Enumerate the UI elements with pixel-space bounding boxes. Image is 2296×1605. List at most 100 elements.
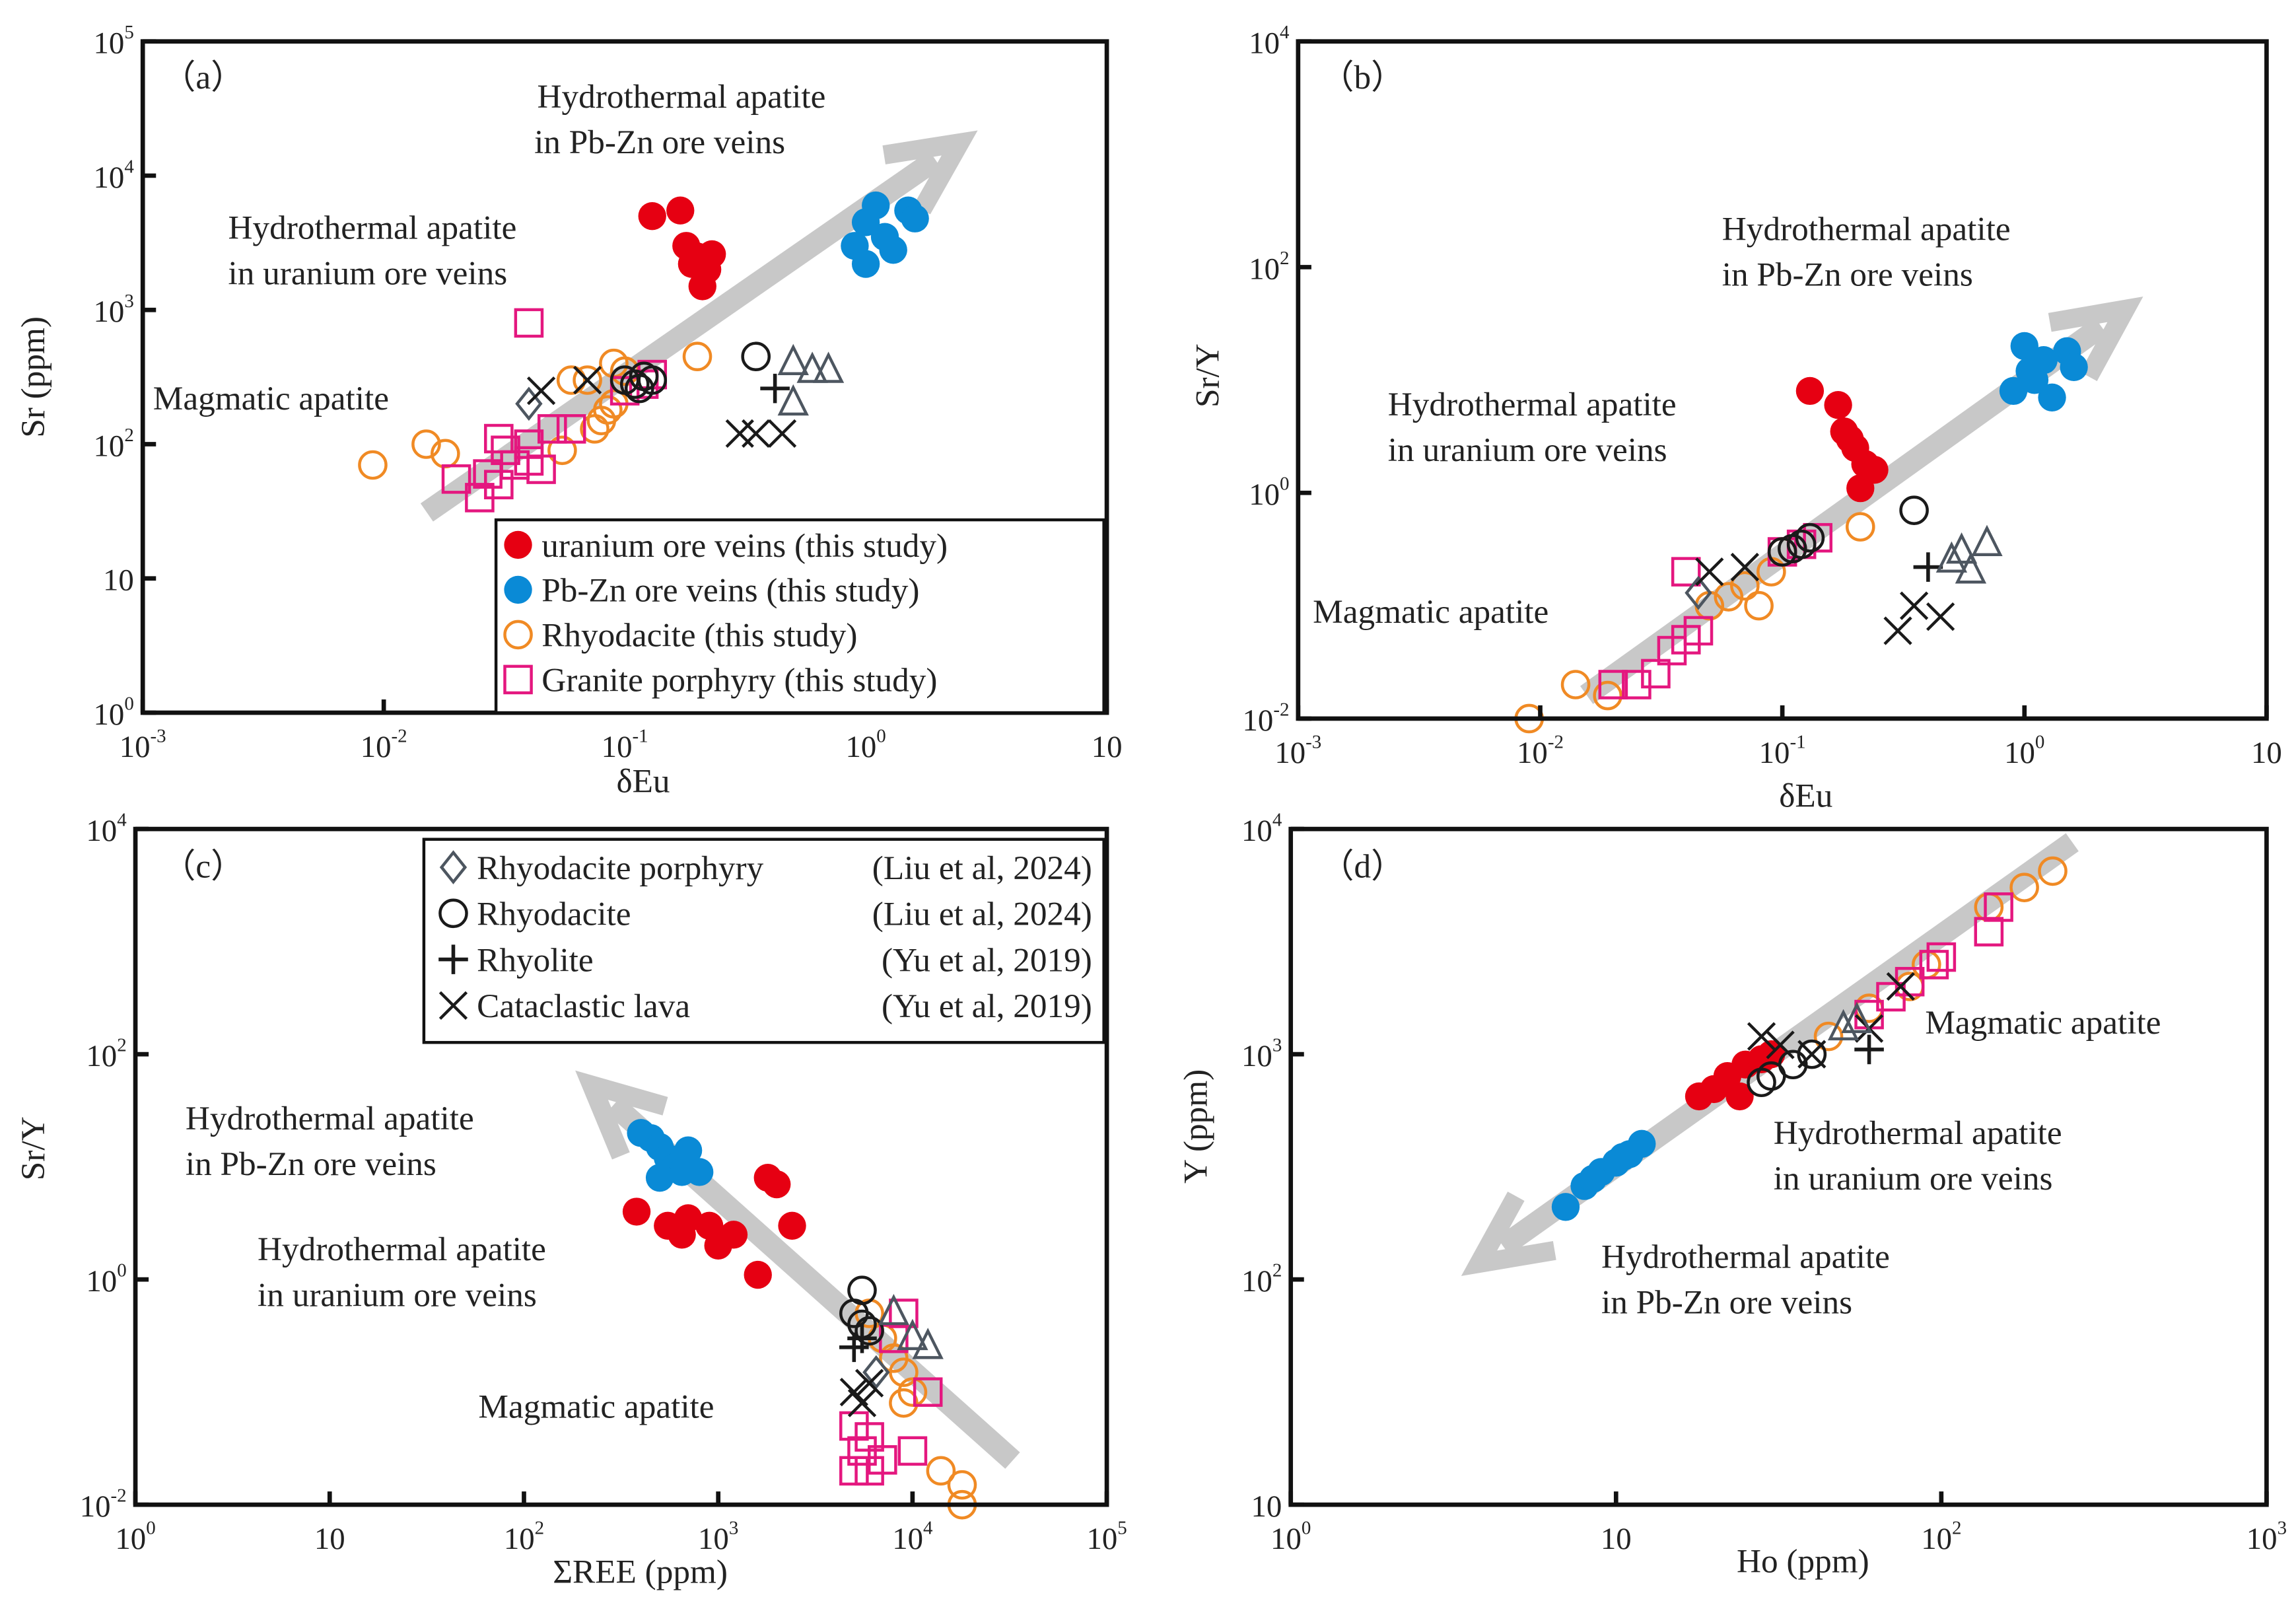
x-tick-label: 102	[504, 1518, 544, 1556]
y-tick-label: 100	[86, 1260, 126, 1299]
point-filled-circle	[638, 201, 666, 231]
y-axis-label: Sr (ppm)	[15, 316, 52, 438]
point-open-triangle	[777, 384, 809, 416]
x-tick-label: 10-1	[1759, 732, 1806, 770]
legend-source: (Liu et al, 2024)	[872, 849, 1092, 887]
point-plus	[760, 373, 790, 404]
panel-label: （b）	[1320, 59, 1405, 96]
point-open-circle	[1560, 670, 1591, 699]
point-open-triangle	[1935, 541, 1968, 573]
point-open-square	[889, 1299, 919, 1328]
point-open-circle	[1778, 1050, 1808, 1080]
legend-item: Rhyodacite (this study)	[503, 617, 857, 655]
point-open-circle	[889, 1388, 919, 1418]
point-cross	[1730, 552, 1759, 582]
point-open-square	[441, 464, 471, 494]
point-filled-circle	[674, 1204, 703, 1232]
point-open-circle	[1786, 529, 1817, 559]
point-plus	[1913, 552, 1943, 582]
series-pb-zn-ore-veins-this-study-	[627, 1119, 714, 1192]
point-open-circle	[580, 414, 609, 444]
y-tick-label: 100	[94, 694, 134, 732]
point-open-diamond	[515, 386, 543, 421]
point-open-triangle	[796, 351, 828, 383]
annotation: in Pb-Zn ore veins	[534, 124, 785, 161]
point-open-circle	[741, 341, 771, 372]
point-open-triangle	[912, 1328, 944, 1359]
point-filled-circle	[719, 1221, 748, 1249]
point-filled-circle	[1999, 376, 2028, 406]
point-open-square	[1683, 616, 1714, 646]
point-open-triangle	[1841, 1001, 1873, 1034]
point-cross	[725, 419, 754, 448]
legend-label: Cataclastic lava	[477, 987, 690, 1025]
legend-label: Pb-Zn ore veins (this study)	[541, 572, 919, 610]
point-filled-circle	[1579, 1164, 1607, 1193]
point-open-square	[1622, 670, 1652, 699]
legend-box	[422, 838, 1105, 1044]
trend-arrow-head	[2048, 296, 2143, 382]
panel-a: uranium ore veins (this study) Pb-Zn ore …	[140, 39, 1109, 715]
point-filled-circle	[697, 240, 726, 269]
x-tick-label: 10-3	[120, 726, 166, 764]
point-filled-circle	[688, 272, 716, 301]
series-uranium-ore-veins-this-study-	[1795, 376, 1889, 503]
point-open-circle	[926, 1456, 956, 1486]
point-cross	[767, 419, 797, 448]
point-open-circle	[1593, 680, 1622, 711]
series-rhyodacite	[1767, 495, 1929, 567]
annotation: Magmatic apatite	[1925, 1004, 2161, 1042]
point-filled-circle	[1860, 456, 1889, 484]
annotation: Hydrothermal apatite	[1722, 211, 2011, 248]
point-open-triangle	[878, 1293, 910, 1326]
y-axis-label: Sr/Y	[1189, 343, 1226, 408]
annotation: in uranium ore veins	[1774, 1160, 2053, 1197]
point-filled-circle	[504, 575, 532, 604]
point-open-diamond	[1685, 575, 1712, 610]
point-open-circle	[2038, 856, 2068, 886]
legend-item: Rhyolite (Yu et al, 2019)	[438, 941, 1092, 979]
x-tick-label: 100	[2004, 732, 2044, 770]
legend-source: (Yu et al, 2019)	[882, 987, 1092, 1025]
point-cross	[1797, 1040, 1826, 1069]
x-tick-label: 10-2	[361, 726, 407, 764]
point-cross	[438, 991, 468, 1020]
series-cataclastic-lava	[1695, 552, 1955, 645]
point-open-square	[839, 1456, 869, 1486]
point-open-circle	[556, 365, 586, 395]
point-filled-circle	[879, 236, 907, 264]
point-cross	[1766, 1030, 1795, 1059]
legend-label: Granite porphyry (this study)	[541, 662, 937, 699]
point-open-square	[1926, 942, 1957, 972]
annotation: Hydrothermal apatite	[1774, 1114, 2062, 1152]
point-open-square	[897, 1436, 928, 1466]
series-rhyodacite-porphyry	[862, 1355, 890, 1390]
point-open-circle	[1795, 522, 1825, 553]
point-plus	[847, 1324, 877, 1353]
legend-item: Cataclastic lava (Yu et al, 2019)	[438, 987, 1092, 1025]
y-tick-label: 102	[1241, 1260, 1282, 1299]
series-rhyodacite	[1747, 1039, 1827, 1098]
annotation: in uranium ore veins	[228, 254, 507, 292]
legend: uranium ore veins (this study) Pb-Zn ore …	[494, 518, 1105, 715]
legend-label: Rhyolite	[477, 941, 594, 979]
series-rhyodacite	[609, 341, 771, 404]
point-filled-circle	[778, 1211, 806, 1240]
point-open-square	[839, 1411, 869, 1441]
y-tick-label: 100	[1249, 474, 1289, 512]
point-open-circle	[1714, 582, 1744, 612]
point-open-square	[556, 414, 586, 444]
x-axis-label: δEu	[616, 762, 670, 800]
y-axis-label: Sr/Y	[15, 1116, 52, 1180]
y-tick-label: 10-2	[1243, 699, 1290, 737]
x-axis-label: δEu	[1779, 777, 1832, 815]
legend-item: Granite porphyry (this study)	[503, 662, 937, 699]
series-pb-zn-ore-veins-this-study-	[1551, 1129, 1656, 1221]
point-filled-circle	[685, 1158, 714, 1186]
point-filled-circle	[1795, 376, 1825, 406]
point-open-square	[1984, 892, 2013, 922]
series-uranium-ore-veins-this-study-	[1685, 1040, 1786, 1111]
annotation: Hydrothermal apatite	[186, 1100, 474, 1137]
y-tick-label: 102	[94, 425, 134, 463]
x-tick-label: 10	[1092, 730, 1123, 764]
